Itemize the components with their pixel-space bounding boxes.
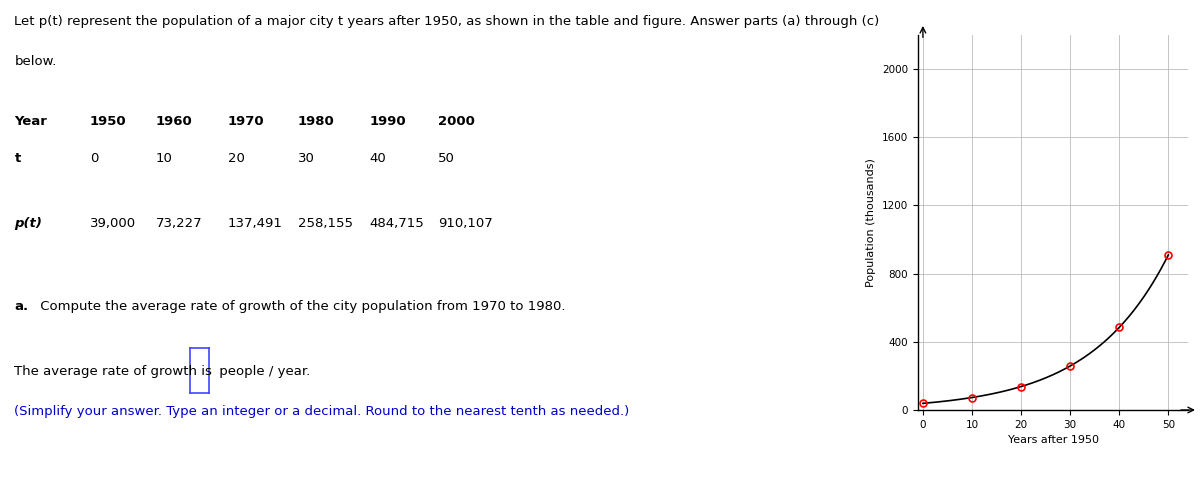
Text: p(t): p(t) <box>14 218 42 230</box>
Text: 1970: 1970 <box>228 115 265 128</box>
Text: 30: 30 <box>298 152 314 166</box>
Text: 1950: 1950 <box>90 115 127 128</box>
Text: t: t <box>14 152 20 166</box>
Text: 258,155: 258,155 <box>298 218 353 230</box>
Text: a.: a. <box>14 300 29 313</box>
Text: 73,227: 73,227 <box>156 218 203 230</box>
Text: 50: 50 <box>438 152 455 166</box>
X-axis label: Years after 1950: Years after 1950 <box>1008 436 1098 446</box>
Y-axis label: Population (thousands): Population (thousands) <box>866 158 876 287</box>
Text: below.: below. <box>14 55 56 68</box>
Text: Compute the average rate of growth of the city population from 1970 to 1980.: Compute the average rate of growth of th… <box>36 300 565 313</box>
Text: 1980: 1980 <box>298 115 335 128</box>
Text: 137,491: 137,491 <box>228 218 283 230</box>
Text: 10: 10 <box>156 152 173 166</box>
Text: 40: 40 <box>370 152 386 166</box>
Text: 0: 0 <box>90 152 98 166</box>
Text: (Simplify your answer. Type an integer or a decimal. Round to the nearest tenth : (Simplify your answer. Type an integer o… <box>14 405 630 418</box>
Text: 2000: 2000 <box>438 115 475 128</box>
Text: Year: Year <box>14 115 47 128</box>
Text: 39,000: 39,000 <box>90 218 136 230</box>
Text: 20: 20 <box>228 152 245 166</box>
Text: 910,107: 910,107 <box>438 218 493 230</box>
Text: people / year.: people / year. <box>215 365 310 378</box>
Text: Let p(t) represent the population of a major city t years after 1950, as shown i: Let p(t) represent the population of a m… <box>14 15 880 28</box>
Text: The average rate of growth is: The average rate of growth is <box>14 365 216 378</box>
Text: 1990: 1990 <box>370 115 407 128</box>
Text: 1960: 1960 <box>156 115 193 128</box>
Text: 484,715: 484,715 <box>370 218 425 230</box>
